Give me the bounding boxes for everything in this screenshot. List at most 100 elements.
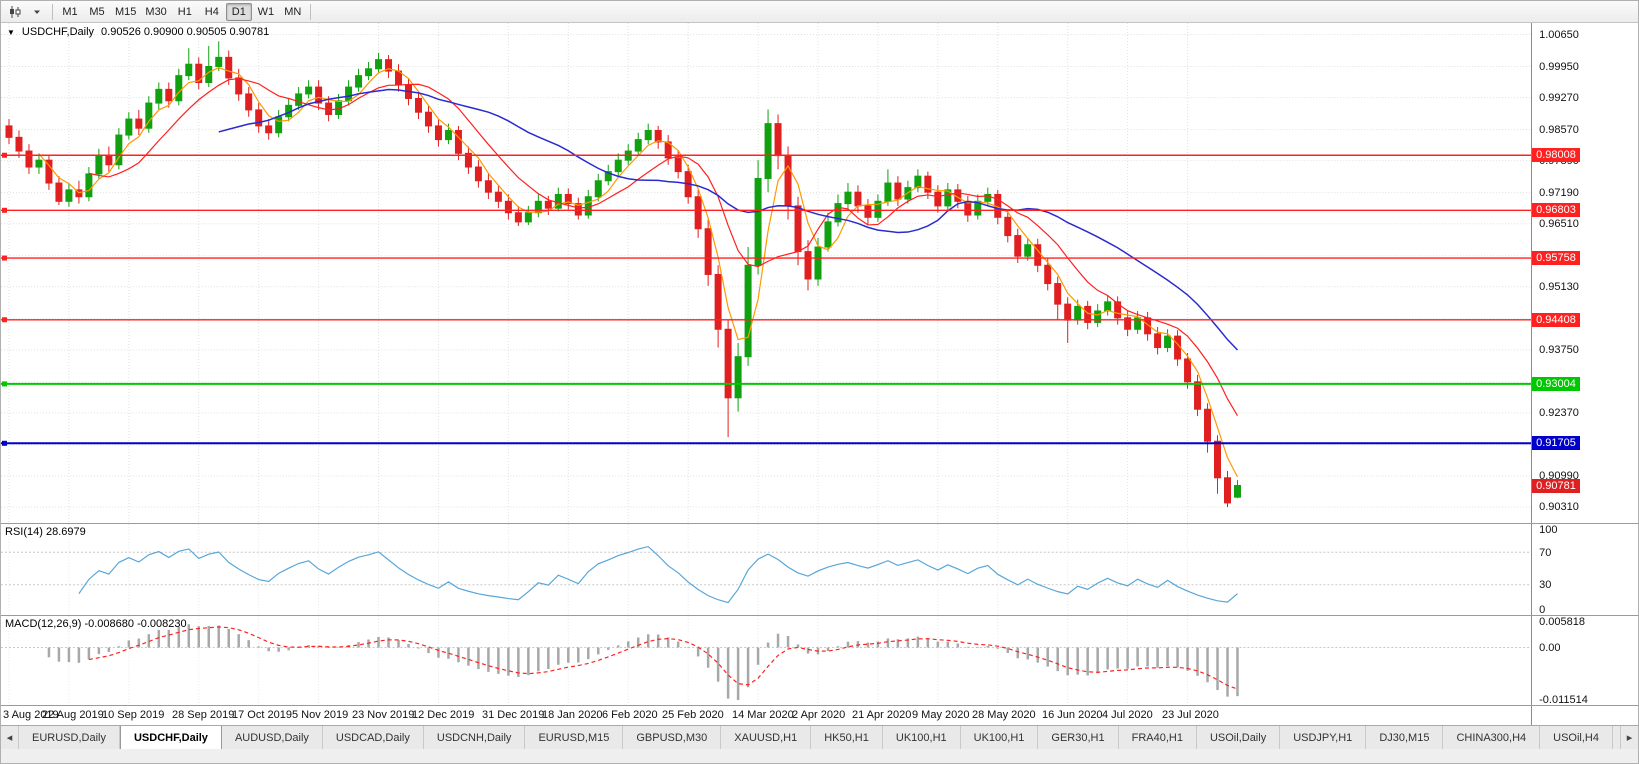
- time-axis-labels: 3 Aug 2019 22 Aug 2019 10 Sep 2019 28 Sep 2…: [1, 706, 1532, 725]
- chart-icon[interactable]: [4, 3, 26, 21]
- timeframe-m1[interactable]: M1: [62, 5, 78, 18]
- timeframe-toolbar: M1 M5 M15 M30 H1 H4 D1 W1 MN: [1, 1, 1638, 23]
- date-axis-label: 12 Dec 2019: [412, 709, 475, 721]
- current-price-badge: 0.90781: [1532, 478, 1580, 493]
- price-level-badge: 0.91705: [1532, 436, 1580, 451]
- price-chart-svg: [1, 23, 1532, 523]
- timeframe-h1[interactable]: H1: [177, 5, 192, 18]
- price-axis-label: 0.95130: [1539, 280, 1579, 293]
- price-level-badge: 0.94408: [1532, 312, 1580, 327]
- timeframe-mn[interactable]: MN: [284, 5, 302, 18]
- chart-tab-ger30-h1[interactable]: GER30,H1: [1038, 726, 1119, 749]
- chart-tab-usdjpy-h1[interactable]: USDJPY,H1: [1280, 726, 1367, 749]
- price-axis-label: 0.92370: [1539, 406, 1579, 419]
- chart-tab-gbpusd-m30[interactable]: GBPUSD,M30: [623, 726, 722, 749]
- price-axis-label: 0.98570: [1539, 123, 1579, 136]
- chart-tab-usdchf-daily[interactable]: USDCHF,Daily: [119, 726, 222, 749]
- chart-title: ▼ USDCHF,Daily 0.90526 0.90900 0.90505 0…: [7, 26, 269, 38]
- macd-canvas[interactable]: MACD(12,26,9) -0.008680 -0.008230: [1, 616, 1532, 705]
- chart-tabs-bar: ◂ EURUSD,Daily USDCHF,Daily AUDUSD,Daily US…: [1, 725, 1638, 749]
- rsi-line: [78, 545, 1238, 604]
- macd-label: MACD(12,26,9) -0.008680 -0.008230: [5, 618, 187, 630]
- price-axis: 1.006500.999500.992700.985700.978900.971…: [1531, 23, 1638, 523]
- chart-tab-usdcad-daily[interactable]: USDCAD,Daily: [322, 726, 424, 749]
- toolbar-separator: [309, 3, 311, 20]
- rsi-svg: [1, 524, 1532, 615]
- chart-tab-eurusd-m15[interactable]: EURUSD,M15: [525, 726, 624, 749]
- level-handle: [1, 152, 7, 158]
- chart-tab-usoil-daily[interactable]: USOil,Daily: [1196, 726, 1281, 749]
- chart-tab-usoil-h4[interactable]: USOil,H4: [1540, 726, 1613, 749]
- chart-tab-china300-h4[interactable]: CHINA300,H4: [1443, 726, 1541, 749]
- date-axis-label: 22 Aug 2019: [42, 709, 104, 721]
- chart-tab-uk100-h1[interactable]: UK100,H1: [882, 726, 961, 749]
- price-chart-canvas[interactable]: ▼ USDCHF,Daily 0.90526 0.90900 0.90505 0…: [1, 23, 1532, 523]
- rsi-axis-label: 0: [1539, 604, 1546, 615]
- chart-symbol-label: USDCHF,Daily: [21, 26, 95, 38]
- ma-mid-line: [88, 78, 1239, 416]
- macd-axis-label: 0.005818: [1539, 616, 1586, 628]
- date-axis-label: 28 Sep 2019: [172, 709, 235, 721]
- price-axis-label: 0.97190: [1539, 186, 1579, 199]
- rsi-axis-label: 30: [1539, 579, 1552, 592]
- macd-signal-line: [88, 626, 1238, 690]
- timeframe-m5[interactable]: M5: [89, 5, 105, 18]
- price-level-badge: 0.96803: [1532, 203, 1580, 218]
- timeframe-m30[interactable]: M30: [145, 5, 167, 18]
- rsi-canvas[interactable]: RSI(14) 28.6979: [1, 524, 1532, 615]
- chart-tab-fra40-h1[interactable]: FRA40,H1: [1118, 726, 1197, 749]
- price-axis-label: 0.99950: [1539, 60, 1579, 73]
- level-handle: [1, 207, 7, 213]
- chart-tabs: EURUSD,Daily USDCHF,Daily AUDUSD,Daily USDC…: [19, 726, 1620, 749]
- timeframe-d1[interactable]: D1: [225, 2, 252, 21]
- chart-type-dropdown-icon[interactable]: [26, 3, 48, 21]
- date-axis-label: 18 Jan 2020: [542, 709, 603, 721]
- candlestick-glyph: [10, 5, 21, 18]
- macd-panel: MACD(12,26,9) -0.008680 -0.008230 0.0058…: [1, 615, 1638, 705]
- date-axis-label: 23 Nov 2019: [352, 709, 415, 721]
- toolbar-separator: [52, 3, 53, 20]
- time-axis: 3 Aug 2019 22 Aug 2019 10 Sep 2019 28 Sep 2…: [1, 705, 1638, 725]
- axis-corner: [1531, 706, 1638, 725]
- rsi-axis-label: 70: [1539, 546, 1552, 559]
- date-axis-label: 17 Oct 2019: [232, 709, 292, 721]
- date-axis-label: 6 Feb 2020: [602, 709, 658, 721]
- level-handle: [1, 317, 7, 323]
- macd-axis: 0.005818 0.00 -0.011514: [1531, 616, 1638, 705]
- rsi-label: RSI(14) 28.6979: [5, 526, 86, 538]
- date-axis-label: 5 Nov 2019: [292, 709, 349, 721]
- chart-tab-hk50-h1[interactable]: HK50,H1: [811, 726, 883, 749]
- timeframe-w1[interactable]: W1: [257, 5, 275, 18]
- candlesticks: [5, 41, 1241, 508]
- chart-tab-eurusd-daily[interactable]: EURUSD,Daily: [19, 726, 120, 749]
- date-axis-label: 28 May 2020: [972, 709, 1036, 721]
- chart-ohlc-values: 0.90526 0.90900 0.90505 0.90781: [101, 26, 270, 38]
- level-handle: [1, 381, 7, 387]
- price-axis-label: 1.00650: [1539, 28, 1579, 41]
- date-axis-label: 21 Apr 2020: [852, 709, 912, 721]
- macd-histogram: [47, 624, 1239, 701]
- timeframe-h4[interactable]: H4: [204, 5, 219, 18]
- date-axis-label: 14 Mar 2020: [732, 709, 794, 721]
- chart-tab-uk100-h1[interactable]: UK100,H1: [960, 726, 1039, 749]
- price-axis-label: 0.96510: [1539, 217, 1579, 230]
- date-axis-label: 4 Jul 2020: [1102, 709, 1153, 721]
- chart-tab-xauusd-h1[interactable]: XAUUSD,H1: [721, 726, 812, 749]
- rsi-axis-label: 100: [1539, 524, 1558, 536]
- date-axis-label: 9 May 2020: [912, 709, 970, 721]
- price-axis-label: 0.99270: [1539, 91, 1579, 104]
- chart-tab-dj30-m15[interactable]: DJ30,M15: [1366, 726, 1444, 749]
- chart-tab-usdcnh-daily[interactable]: USDCNH,Daily: [423, 726, 526, 749]
- date-axis-label: 2 Apr 2020: [792, 709, 846, 721]
- caret-down-glyph: [34, 10, 40, 14]
- timeframe-m15[interactable]: M15: [115, 5, 137, 18]
- tabs-scroll-right-icon[interactable]: ▸: [1620, 726, 1638, 749]
- timeframe-buttons: M1 M5 M15 M30 H1 H4 D1 W1 MN: [57, 2, 306, 21]
- chart-menu-arrow-icon[interactable]: ▼: [7, 27, 15, 37]
- price-level-badge: 0.93004: [1532, 376, 1580, 391]
- chart-tab-audusd-daily[interactable]: AUDUSD,Daily: [221, 726, 323, 749]
- tabs-scroll-left-icon[interactable]: ◂: [1, 726, 19, 749]
- main-chart-section: ▼ USDCHF,Daily 0.90526 0.90900 0.90505 0…: [1, 23, 1638, 523]
- date-axis-label: 16 Jun 2020: [1042, 709, 1103, 721]
